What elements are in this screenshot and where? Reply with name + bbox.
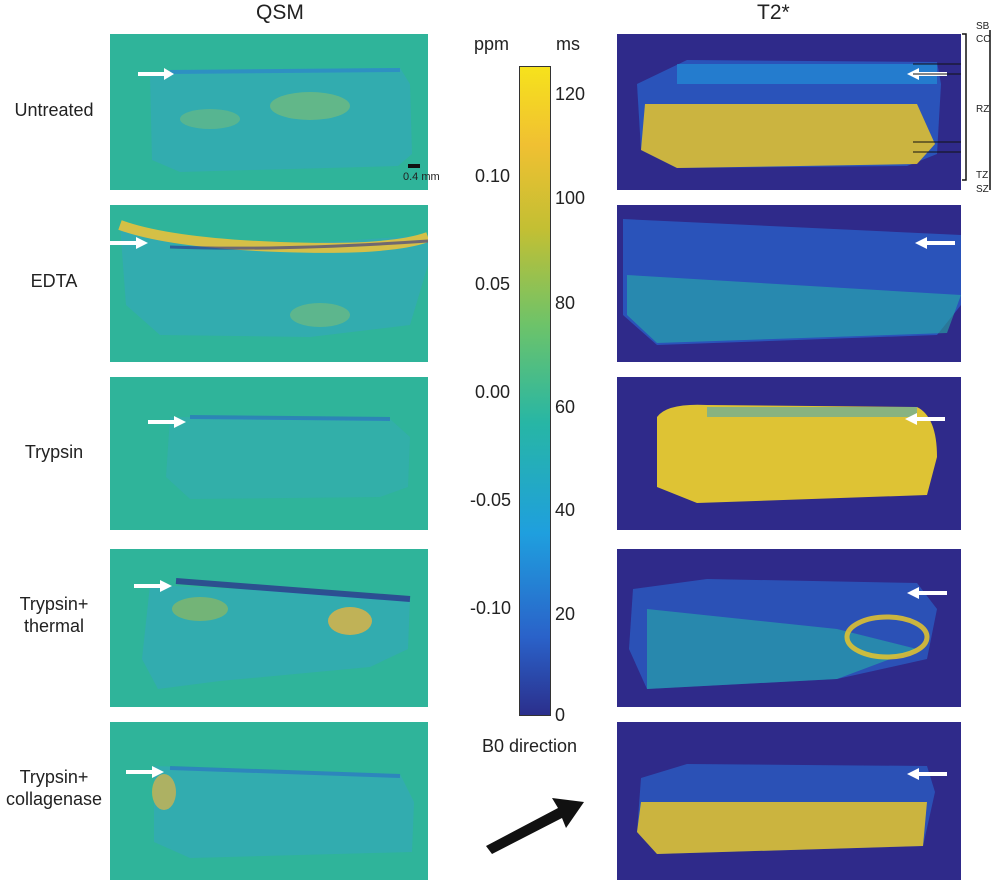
qsm-sample-trypsin-thermal [134, 578, 411, 689]
ppm-unit-label: ppm [474, 34, 510, 54]
colorbar [519, 66, 551, 716]
ms-tick-label: 60 [555, 397, 576, 417]
qsm-panel-edta [110, 205, 428, 362]
ppm-tick-label: -0.10 [470, 598, 512, 618]
t2-panel-trypsin [617, 377, 961, 530]
b0-direction-label: B0 direction [482, 736, 578, 756]
t2-panel-trypsin-collagenase [617, 722, 961, 880]
ms-tick-label: 20 [555, 604, 576, 624]
zone-label: RZ [976, 104, 990, 115]
qsm-column-title: QSM [256, 1, 304, 24]
t2-panel-edta [617, 205, 961, 362]
qsm-sample-trypsin-collagenase [126, 766, 414, 858]
qsm-sample-untreated [138, 68, 412, 172]
ppm-tick-label: 0.00 [474, 382, 510, 402]
ppm-tick-label: 0.05 [474, 274, 510, 294]
qsm-panel-untreated [110, 34, 428, 190]
scale-bar [408, 164, 420, 168]
qsm-sample-edta [110, 220, 428, 337]
scale-bar-label: 0.4 mm [403, 171, 440, 183]
t2-sample-trypsin-thermal [629, 579, 947, 689]
t2-sample-trypsin-collagenase [637, 764, 947, 854]
zone-label: SB [976, 21, 990, 32]
zone-label: CC [976, 34, 991, 45]
qsm-panel-trypsin-thermal [110, 549, 428, 707]
ms-tick-label: 0 [555, 705, 566, 725]
ms-tick-label: 100 [555, 188, 586, 208]
row-label-trypsin-thermal: Trypsin+ thermal [19, 594, 89, 636]
t2-panel-untreated [617, 34, 961, 190]
qsm-panel-trypsin [110, 377, 428, 530]
zone-bracket [962, 30, 991, 190]
t2-column-title: T2* [757, 1, 790, 24]
qsm-panel-trypsin-collagenase [110, 722, 428, 880]
ms-tick-label: 120 [555, 84, 586, 104]
t2-sample-trypsin [657, 404, 945, 503]
ms-tick-label: 80 [555, 293, 576, 313]
row-label-trypsin-collagenase: Trypsin+ collagenase [5, 767, 103, 809]
ppm-tick-label: -0.05 [470, 490, 512, 510]
ms-tick-label: 40 [555, 500, 576, 520]
zone-label: SZ [976, 184, 989, 195]
zone-label: TZ [976, 170, 989, 181]
row-label-untreated: Untreated [14, 100, 94, 120]
b0-direction-arrow-icon [486, 798, 584, 854]
row-label-trypsin: Trypsin [24, 442, 84, 462]
t2-panel-trypsin-thermal [617, 549, 961, 707]
ms-unit-label: ms [556, 34, 580, 54]
row-label-edta: EDTA [30, 271, 78, 291]
qsm-sample-trypsin [148, 415, 410, 499]
t2-sample-untreated [637, 60, 961, 168]
t2-sample-edta [623, 219, 961, 345]
ppm-tick-label: 0.10 [474, 166, 510, 186]
